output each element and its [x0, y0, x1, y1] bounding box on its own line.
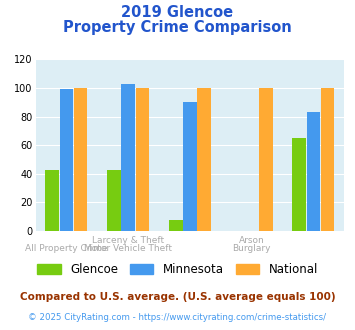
Bar [169, 219, 182, 231]
Text: © 2025 CityRating.com - https://www.cityrating.com/crime-statistics/: © 2025 CityRating.com - https://www.city… [28, 314, 327, 322]
Text: Motor Vehicle Theft: Motor Vehicle Theft [84, 244, 172, 253]
Bar [293, 138, 306, 231]
Bar [136, 88, 149, 231]
Bar [307, 112, 320, 231]
Bar [259, 88, 273, 231]
Text: Property Crime Comparison: Property Crime Comparison [63, 20, 292, 35]
Bar [183, 102, 197, 231]
Bar [121, 84, 135, 231]
Text: Burglary: Burglary [233, 244, 271, 253]
Bar [321, 88, 334, 231]
Bar [197, 88, 211, 231]
Bar [45, 170, 59, 231]
Text: 2019 Glencoe: 2019 Glencoe [121, 5, 234, 20]
Text: Larceny & Theft: Larceny & Theft [92, 236, 164, 245]
Text: Arson: Arson [239, 236, 264, 245]
Text: Compared to U.S. average. (U.S. average equals 100): Compared to U.S. average. (U.S. average … [20, 292, 335, 302]
Bar [74, 88, 87, 231]
Legend: Glencoe, Minnesota, National: Glencoe, Minnesota, National [32, 258, 323, 281]
Text: All Property Crime: All Property Crime [25, 244, 108, 253]
Bar [107, 170, 121, 231]
Bar [60, 89, 73, 231]
